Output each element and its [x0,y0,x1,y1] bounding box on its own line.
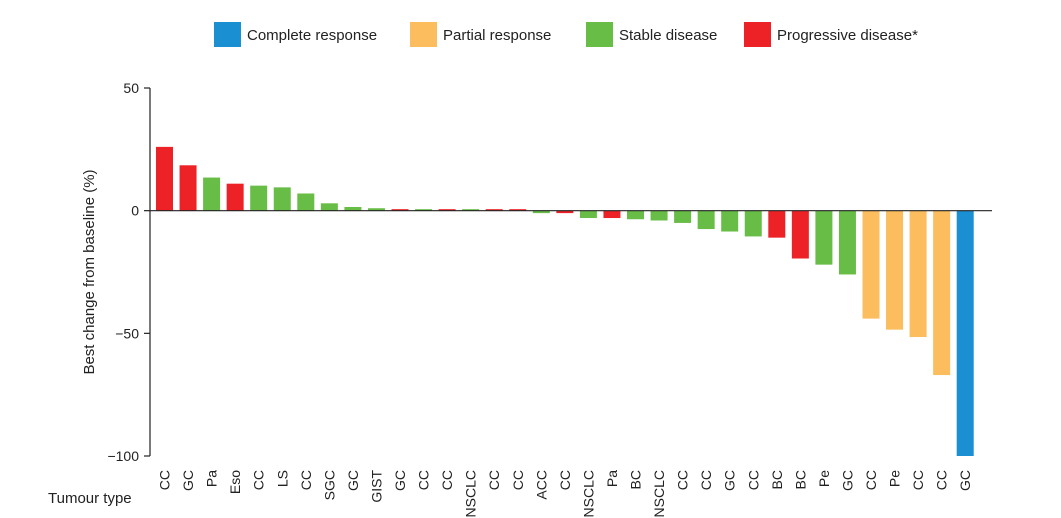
bar-2-gc [179,165,197,211]
x-tick-label: CC [863,470,879,490]
bar-15-cc [485,209,503,211]
x-tick-label: CC [251,470,267,490]
bar-27-bc [768,210,786,238]
bars-group [156,146,974,456]
bar-26-cc [744,210,762,237]
x-tick-label: BC [792,470,808,489]
x-tick-label: GC [180,470,196,491]
y-tick-label: 0 [131,203,139,219]
x-tick-label: CC [698,470,714,490]
bar-1-cc [156,146,173,211]
bar-29-pe [815,210,833,265]
x-tick-label: Pe [816,470,832,487]
bar-20-pa [603,210,621,219]
x-tick-labels-group: CC GC Pa Eso CC LS CC SGC GC GIST GC CC CC NSCLC CC CC A… [157,470,974,518]
legend-label-cr: Complete response [247,27,377,44]
x-tick-label: LS [274,470,290,487]
bar-28-bc [791,210,809,259]
x-tick-label: NSCLC [580,470,596,517]
x-tick-label: CC [486,470,502,490]
x-tick-label: GC [392,470,408,491]
x-tick-label: GC [957,470,973,491]
x-tick-label: NSCLC [651,470,667,517]
x-tick-label: CC [416,470,432,490]
x-tick-label: BC [628,470,644,489]
bar-18-cc [556,210,574,214]
legend-swatch-pd [744,22,771,47]
bar-24-cc [697,210,715,230]
bar-8-sgc [320,203,338,211]
x-tick-label: Pa [604,470,620,487]
bar-10-gist [367,208,385,211]
bar-19-nsclc [579,210,597,219]
bar-12-cc [415,209,433,211]
y-tick-label: −100 [107,448,139,464]
bar-35-gc [956,210,974,456]
x-tick-label: Pa [204,470,220,487]
y-axis-label: Best change from baseline (%) [81,169,98,374]
x-tick-label: CC [298,470,314,490]
x-tick-label: CC [157,470,173,490]
bar-14-nsclc [462,209,480,211]
bar-33-cc [909,210,927,338]
x-tick-label: Eso [227,470,243,494]
bar-7-cc [297,193,315,211]
x-tick-label: GC [345,470,361,491]
y-tick-label: −50 [115,325,139,341]
x-axis-label: Tumour type [48,490,132,507]
bar-32-pe [886,210,904,330]
bar-9-gc [344,206,362,211]
legend-swatch-sd [586,22,613,47]
x-tick-label: GIST [368,470,384,503]
x-tick-label: CC [675,470,691,490]
bar-23-cc [674,210,692,223]
x-tick-label: BC [769,470,785,489]
bar-4-eso [226,183,244,211]
x-tick-label: SGC [321,470,337,500]
bar-11-gc [391,209,409,211]
legend-swatch-cr [214,22,241,47]
x-tick-label: CC [934,470,950,490]
plot-area: 50 0 −50 −100 [107,80,992,464]
bar-21-bc [627,210,644,220]
x-tick-label: GC [722,470,738,491]
legend-label-pr: Partial response [443,27,551,44]
bar-34-cc [933,210,951,376]
x-tick-label: NSCLC [463,470,479,517]
x-tick-label: CC [745,470,761,490]
x-tick-label: Pe [887,470,903,487]
x-tick-label: ACC [533,470,549,500]
x-tick-label: CC [557,470,573,490]
bar-5-cc [250,185,268,211]
bar-31-cc [862,210,880,319]
legend: Complete response Partial response Stable … [214,22,918,47]
y-tick-label: 50 [123,80,139,96]
bar-6-ls [273,187,291,211]
bar-25-gc [721,210,739,232]
x-tick-label: GC [839,470,855,491]
bar-30-gc [838,210,856,275]
x-tick-label: CC [510,470,526,490]
legend-label-pd: Progressive disease* [777,27,918,44]
x-tick-label: CC [910,470,926,490]
bar-17-acc [532,210,550,214]
bar-22-nsclc [650,210,668,221]
x-tick-label: CC [439,470,455,490]
bar-16-cc [509,209,527,211]
y-ticks-group: 50 0 −50 −100 [107,80,150,464]
bar-13-cc [438,209,456,211]
bar-3-pa [203,177,221,211]
legend-label-sd: Stable disease [619,27,717,44]
legend-swatch-pr [410,22,437,47]
